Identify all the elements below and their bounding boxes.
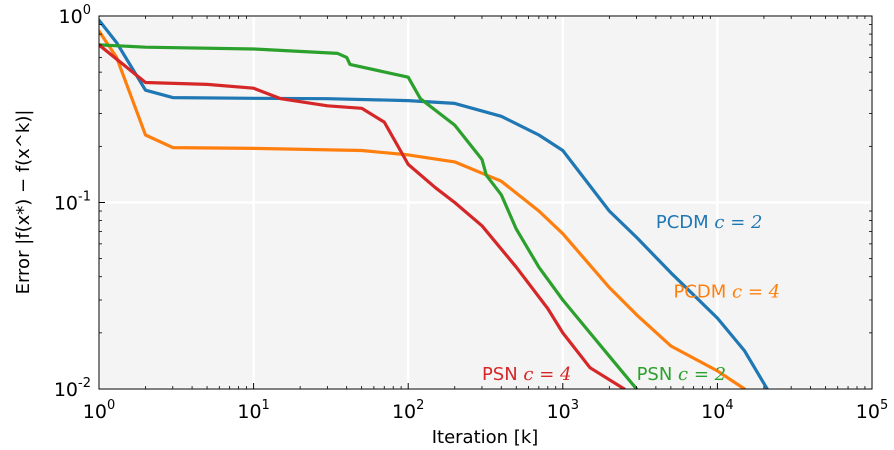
series-line (99, 43, 626, 389)
y-tick-label: 10-1 (54, 190, 91, 215)
x-tick-label: 103 (547, 398, 579, 423)
y-axis-ticks: 10-2 10-1 100 (54, 3, 872, 401)
x-tick-label: 105 (856, 398, 888, 423)
x-tick-label: 104 (701, 398, 733, 423)
x-tick-label: 102 (392, 398, 424, 423)
series-layer (99, 18, 769, 389)
series-label: PSN c = 2 (637, 364, 727, 385)
series-line (99, 29, 747, 389)
series-label: PCDM c = 4 (673, 281, 780, 302)
y-tick-label: 10-2 (54, 376, 91, 401)
x-tick-label: 101 (237, 398, 269, 423)
series-label: PCDM c = 2 (656, 212, 763, 233)
y-tick-label: 100 (59, 3, 91, 28)
y-axis-label: Error |f(x*) − f(x^k)| (13, 110, 34, 295)
series-line (99, 43, 639, 389)
x-tick-label: 100 (83, 398, 115, 423)
x-axis-label: Iteration [k] (432, 427, 539, 448)
series-label: PSN c = 4 (482, 364, 572, 385)
series-line (99, 18, 769, 389)
series-labels: PCDM c = 2 PCDM c = 4 PSN c = 2 PSN c = 4 (482, 212, 780, 385)
x-axis-ticks: 100 101 102 103 104 105 (83, 16, 888, 423)
